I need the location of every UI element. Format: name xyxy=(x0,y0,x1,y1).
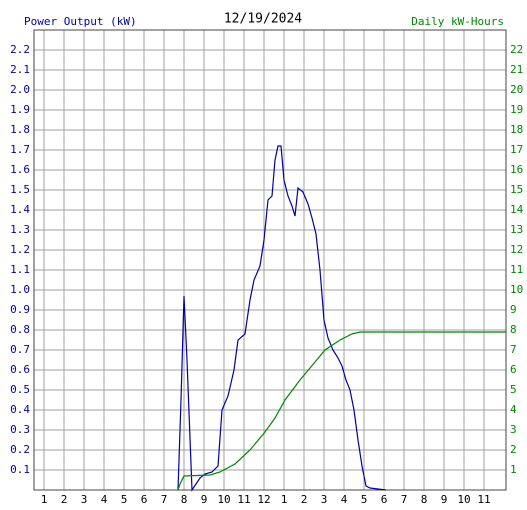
y-tick-label: 0.9 xyxy=(10,303,30,316)
y-tick-label: 1.1 xyxy=(10,263,30,276)
y2-tick-label: 10 xyxy=(510,283,523,296)
y2-tick-label: 1 xyxy=(510,463,517,476)
x-tick-label: 12 xyxy=(257,493,270,506)
y2-tick-label: 12 xyxy=(510,243,523,256)
x-tick-label: 2 xyxy=(301,493,308,506)
y2-tick-label: 3 xyxy=(510,423,517,436)
y-tick-label: 1.9 xyxy=(10,103,30,116)
y-tick-label: 0.1 xyxy=(10,463,30,476)
y-tick-label: 0.4 xyxy=(10,403,30,416)
y2-tick-label: 6 xyxy=(510,363,517,376)
x-tick-label: 1 xyxy=(41,493,48,506)
plot-border xyxy=(33,29,507,491)
y2-tick-label: 7 xyxy=(510,343,517,356)
y2-tick-label: 4 xyxy=(510,403,517,416)
y2-tick-label: 11 xyxy=(510,263,523,276)
y-tick-label: 0.7 xyxy=(10,343,30,356)
x-tick-label: 5 xyxy=(121,493,128,506)
y-tick-label: 1.5 xyxy=(10,183,30,196)
y-tick-label: 2.2 xyxy=(10,43,30,56)
y2-tick-label: 18 xyxy=(510,123,523,136)
y2-tick-label: 17 xyxy=(510,143,523,156)
x-tick-label: 7 xyxy=(401,493,408,506)
y2-tick-label: 8 xyxy=(510,323,517,336)
y-tick-label: 1.6 xyxy=(10,163,30,176)
y-axis-label: Power Output (kW) xyxy=(24,15,137,28)
y2-tick-label: 21 xyxy=(510,63,523,76)
y-tick-label: 1.2 xyxy=(10,243,30,256)
y-tick-label: 0.3 xyxy=(10,423,30,436)
x-tick-label: 1 xyxy=(281,493,288,506)
x-tick-label: 9 xyxy=(201,493,208,506)
x-tick-label: 4 xyxy=(101,493,108,506)
y-tick-label: 1.7 xyxy=(10,143,30,156)
y2-tick-label: 9 xyxy=(510,303,517,316)
x-tick-label: 10 xyxy=(457,493,470,506)
x-tick-label: 6 xyxy=(381,493,388,506)
y2-tick-label: 14 xyxy=(510,203,524,216)
y2-tick-label: 5 xyxy=(510,383,517,396)
y2-tick-label: 20 xyxy=(510,83,523,96)
y-tick-label: 0.6 xyxy=(10,363,30,376)
x-tick-label: 2 xyxy=(61,493,68,506)
y-tick-label: 1.8 xyxy=(10,123,30,136)
y2-tick-label: 22 xyxy=(510,43,523,56)
y-tick-label: 0.2 xyxy=(10,443,30,456)
y-tick-label: 1.4 xyxy=(10,203,30,216)
data-line xyxy=(177,145,387,492)
x-tick-label: 7 xyxy=(161,493,168,506)
y-tick-label: 1.0 xyxy=(10,283,30,296)
x-tick-label: 8 xyxy=(181,493,188,506)
y-tick-label: 2.0 xyxy=(10,83,30,96)
y2-tick-label: 16 xyxy=(510,163,523,176)
y2-tick-label: 15 xyxy=(510,183,523,196)
y-tick-label: 2.1 xyxy=(10,63,30,76)
y-tick-label: 0.5 xyxy=(10,383,30,396)
chart-title: 12/19/2024 xyxy=(224,12,302,27)
y2-tick-label: 2 xyxy=(510,443,517,456)
y-tick-label: 1.3 xyxy=(10,223,30,236)
x-tick-label: 6 xyxy=(141,493,148,506)
x-tick-label: 4 xyxy=(341,493,348,506)
y2-tick-label: 19 xyxy=(510,103,523,116)
y2-axis-label: Daily kW-Hours xyxy=(411,15,504,28)
y-tick-label: 0.8 xyxy=(10,323,30,336)
x-tick-label: 5 xyxy=(361,493,368,506)
y2-tick-label: 13 xyxy=(510,223,523,236)
x-tick-label: 10 xyxy=(217,493,230,506)
x-tick-label: 11 xyxy=(477,493,490,506)
x-tick-label: 3 xyxy=(321,493,328,506)
data-line xyxy=(177,331,506,491)
x-tick-label: 3 xyxy=(81,493,88,506)
x-tick-label: 8 xyxy=(421,493,428,506)
x-tick-label: 11 xyxy=(237,493,250,506)
x-tick-label: 9 xyxy=(441,493,448,506)
